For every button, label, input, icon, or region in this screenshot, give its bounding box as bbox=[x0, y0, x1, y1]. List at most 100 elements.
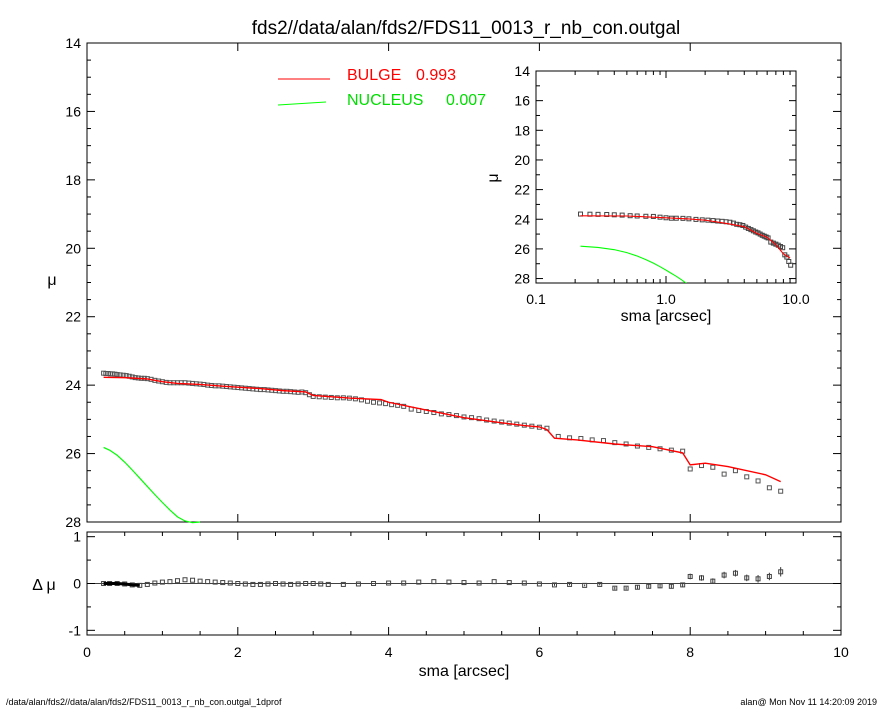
data-point bbox=[476, 416, 482, 422]
residual-point bbox=[582, 582, 588, 588]
data-point bbox=[310, 393, 316, 399]
residual-point bbox=[182, 577, 188, 583]
residual-x-tick-label: 4 bbox=[385, 644, 393, 660]
inset-series-group bbox=[578, 211, 794, 283]
main-y-tick-label: 16 bbox=[65, 103, 81, 119]
data-point bbox=[371, 399, 377, 405]
main-y-tick-label: 20 bbox=[65, 240, 81, 256]
data-point bbox=[732, 468, 738, 474]
residual-point bbox=[491, 579, 497, 585]
residual-point bbox=[340, 581, 346, 587]
inset-y-tick-label: 20 bbox=[514, 152, 530, 168]
residual-point bbox=[325, 581, 331, 587]
data-point bbox=[358, 397, 364, 403]
data-point bbox=[755, 478, 761, 484]
residual-point bbox=[521, 580, 527, 586]
residual-point bbox=[280, 581, 286, 587]
residual-x-tick-label: 2 bbox=[234, 644, 242, 660]
inset-data-point bbox=[619, 212, 625, 218]
residual-y-tick-label: -1 bbox=[69, 622, 82, 638]
residual-point bbox=[273, 581, 278, 586]
residual-point bbox=[205, 579, 211, 585]
data-point bbox=[721, 471, 727, 477]
residual-point bbox=[623, 585, 629, 591]
residual-point bbox=[197, 578, 203, 584]
residual-point bbox=[766, 573, 772, 579]
main-y-tick-label: 28 bbox=[65, 514, 81, 530]
residual-point bbox=[755, 576, 761, 582]
inset-y-axis-label: μ bbox=[485, 173, 502, 182]
residual-point bbox=[152, 580, 158, 586]
residual-point bbox=[401, 580, 407, 586]
main-y-tick-label: 24 bbox=[65, 377, 81, 393]
data-point bbox=[687, 466, 693, 472]
residual-point bbox=[303, 581, 309, 586]
residual-point bbox=[597, 581, 603, 587]
data-point bbox=[395, 402, 401, 408]
inset-y-tick-label: 24 bbox=[514, 211, 530, 227]
main-y-tick-label: 22 bbox=[65, 309, 81, 325]
residual-point bbox=[235, 581, 241, 586]
main-x-axis-label: sma [arcsec] bbox=[419, 663, 510, 680]
residual-point bbox=[371, 581, 377, 586]
residual-x-tick-label: 0 bbox=[83, 644, 91, 660]
residual-point bbox=[265, 581, 271, 587]
inset-y-tick-label: 28 bbox=[514, 271, 530, 287]
residual-point bbox=[567, 581, 573, 587]
data-point bbox=[316, 394, 322, 400]
residual-point bbox=[310, 581, 316, 586]
inset-y-tick-label: 14 bbox=[514, 63, 530, 79]
bulge-line bbox=[103, 376, 781, 483]
inset-y-tick-label: 26 bbox=[514, 241, 530, 257]
main-y-tick-label: 26 bbox=[65, 446, 81, 462]
inset-data-point bbox=[611, 212, 617, 218]
residual-point bbox=[250, 581, 256, 587]
legend-label-bulge: BULGE bbox=[347, 67, 401, 84]
nucleus-line bbox=[103, 446, 201, 524]
legend-value-nucleus: 0.007 bbox=[446, 92, 486, 109]
data-point bbox=[469, 415, 475, 421]
chart-title: fds2//data/alan/fds2/FDS11_0013_r_nb_con… bbox=[252, 18, 681, 39]
residual-point bbox=[646, 583, 652, 589]
inset-data-point bbox=[788, 262, 794, 268]
data-point bbox=[778, 488, 784, 494]
main-panel: 14 16 18 20 22 24 26 28 μ BULGE 0.993 NUCLEUS 0… bbox=[47, 35, 842, 530]
inset-x-axis-label: sma [arcsec] bbox=[621, 308, 712, 325]
data-point bbox=[114, 372, 120, 378]
residual-point bbox=[680, 582, 686, 588]
inset-data-point bbox=[604, 212, 610, 218]
data-point bbox=[646, 444, 652, 450]
residual-point bbox=[190, 577, 196, 583]
residual-dense-segment bbox=[103, 582, 140, 587]
inset-data-point bbox=[780, 245, 786, 251]
data-point bbox=[129, 374, 135, 380]
legend-label-nucleus: NUCLEUS bbox=[347, 92, 423, 109]
residual-point bbox=[699, 575, 705, 581]
residual-point bbox=[657, 583, 663, 589]
inset-data-point bbox=[650, 213, 656, 219]
residual-point bbox=[416, 579, 422, 585]
inset-data-point bbox=[765, 235, 771, 241]
residual-x-tick-label: 8 bbox=[686, 644, 694, 660]
data-point bbox=[364, 398, 370, 404]
data-point bbox=[710, 464, 716, 470]
residual-point bbox=[220, 580, 226, 586]
residual-point bbox=[212, 579, 218, 585]
inset-data-point bbox=[734, 221, 740, 227]
residual-point bbox=[144, 581, 150, 587]
inset-nucleus-line bbox=[580, 245, 687, 283]
inset-y-tick-label: 22 bbox=[514, 182, 530, 198]
residual-point bbox=[446, 579, 452, 585]
residual-point bbox=[167, 579, 173, 585]
residual-point bbox=[257, 581, 263, 587]
residual-x-tick-label: 10 bbox=[833, 644, 849, 660]
inset-y-tick-label: 16 bbox=[514, 93, 530, 109]
residual-y-axis-label: Δ μ bbox=[32, 577, 55, 594]
residual-point bbox=[159, 579, 165, 585]
residual-point bbox=[687, 573, 693, 579]
residual-point bbox=[536, 581, 542, 587]
residual-point bbox=[778, 569, 784, 575]
residual-point bbox=[721, 572, 727, 578]
